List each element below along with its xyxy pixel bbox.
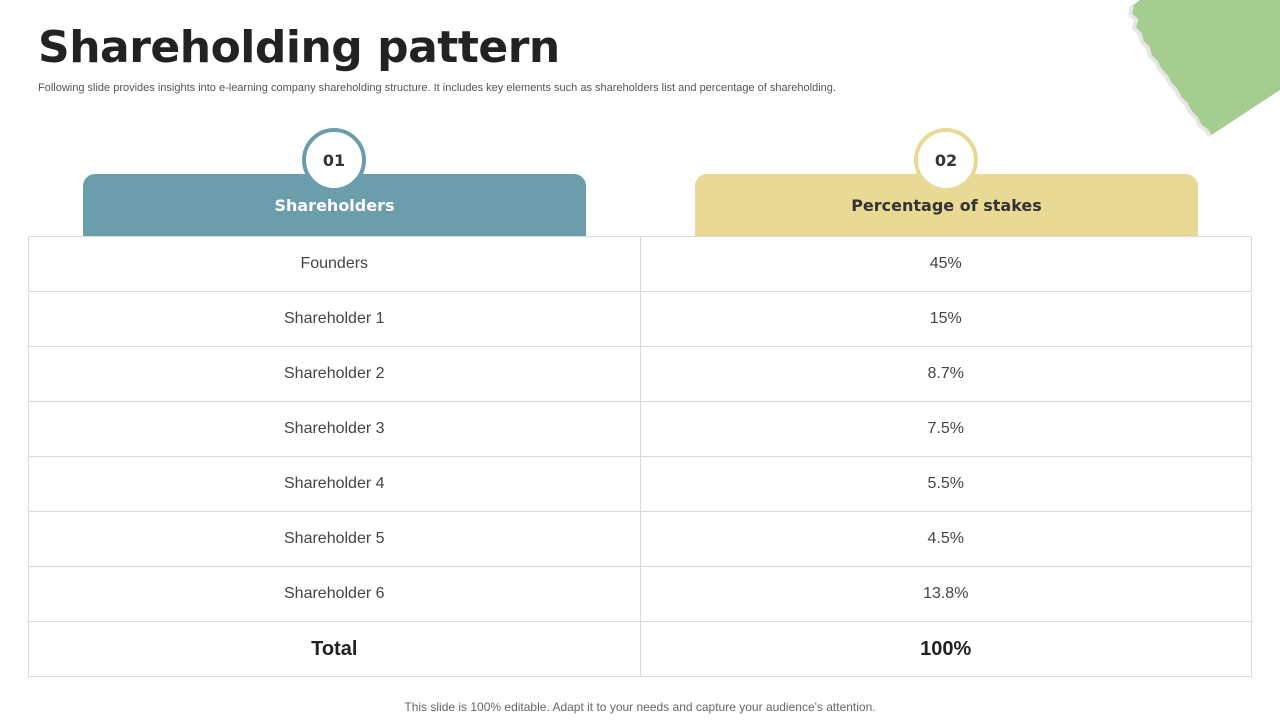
table-row: Shareholder 3 7.5%: [28, 401, 1253, 457]
shareholder-name-cell: Shareholder 3: [28, 401, 641, 457]
corner-decoration: [1127, 0, 1280, 138]
column-header-label: Percentage of stakes: [851, 195, 1042, 215]
stake-cell: 7.5%: [639, 401, 1253, 457]
stake-cell: 8.7%: [639, 346, 1253, 402]
stake-cell: 13.8%: [639, 566, 1253, 622]
page-title: Shareholding pattern: [38, 22, 560, 73]
shareholder-name-cell: Shareholder 6: [28, 566, 641, 622]
shareholding-table: Founders 45% Shareholder 1 15% Sharehold…: [28, 236, 1253, 677]
table-row: Founders 45%: [28, 236, 1253, 292]
page-subtitle: Following slide provides insights into e…: [38, 82, 836, 94]
total-row: Total 100%: [28, 621, 1253, 677]
table-row: Shareholder 5 4.5%: [28, 511, 1253, 567]
column-header-label: Shareholders: [274, 195, 395, 215]
stake-cell: 15%: [639, 291, 1253, 347]
shareholder-name-cell: Shareholder 1: [28, 291, 641, 347]
table-row: Shareholder 6 13.8%: [28, 566, 1253, 622]
column-number-badge: 01: [302, 128, 366, 192]
shareholder-name-cell: Shareholder 5: [28, 511, 641, 567]
table-row: Shareholder 2 8.7%: [28, 346, 1253, 402]
footer-note: This slide is 100% editable. Adapt it to…: [404, 700, 876, 714]
shareholder-name-cell: Founders: [28, 236, 641, 292]
total-value-cell: 100%: [639, 621, 1253, 677]
shareholder-name-cell: Shareholder 2: [28, 346, 641, 402]
stake-cell: 4.5%: [639, 511, 1253, 567]
table-row: Shareholder 4 5.5%: [28, 456, 1253, 512]
shareholder-name-cell: Shareholder 4: [28, 456, 641, 512]
total-label-cell: Total: [28, 621, 641, 677]
stake-cell: 5.5%: [639, 456, 1253, 512]
column-number-badge: 02: [914, 128, 978, 192]
stake-cell: 45%: [639, 236, 1253, 292]
table-row: Shareholder 1 15%: [28, 291, 1253, 347]
